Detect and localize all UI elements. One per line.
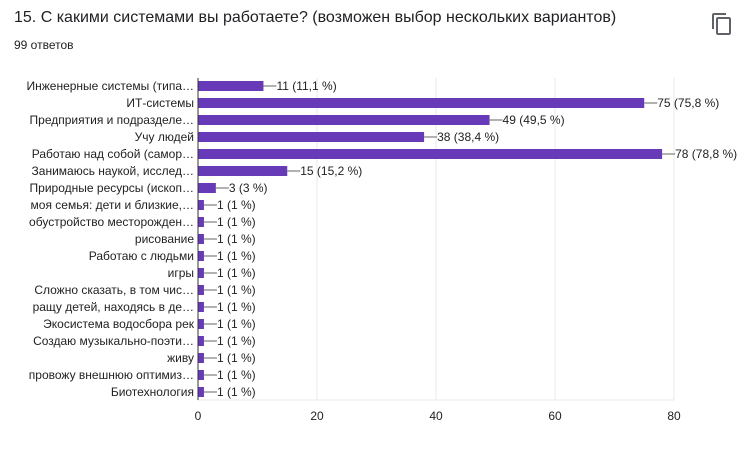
data-label: 1 (1 %) — [217, 300, 256, 314]
bar — [198, 98, 645, 108]
category-label: Занимаюсь наукой, исслед… — [32, 164, 194, 178]
category-label: Работаю над собой (самор… — [32, 147, 194, 161]
category-label: живу — [167, 351, 194, 365]
data-label: 1 (1 %) — [217, 249, 256, 263]
category-label: игры — [168, 266, 194, 280]
bar — [198, 115, 490, 125]
bar — [198, 251, 204, 261]
copy-icon[interactable] — [710, 12, 734, 36]
data-label: 3 (3 %) — [229, 181, 268, 195]
category-label: Природные ресурсы (ископ… — [30, 181, 194, 195]
x-tick-label: 20 — [310, 409, 324, 423]
data-label: 11 (11,1 %) — [276, 79, 336, 93]
data-label: 1 (1 %) — [217, 385, 256, 399]
category-label: Инженерные системы (типа… — [26, 79, 194, 93]
bar — [198, 387, 204, 397]
category-label: Экосистема водосбора рек — [43, 317, 195, 331]
x-tick-label: 60 — [548, 409, 562, 423]
category-label: Сложно сказать, в том чис… — [34, 283, 194, 297]
bar — [198, 268, 204, 278]
category-label: моя семья: дети и близкие,… — [31, 198, 194, 212]
bar — [198, 200, 204, 210]
data-label: 38 (38,4 %) — [437, 130, 499, 144]
data-label: 15 (15,2 %) — [300, 164, 362, 178]
data-label: 78 (78,8 %) — [675, 147, 737, 161]
category-label: обустройство месторожден… — [29, 215, 194, 229]
category-label: Предприятия и подразделе… — [30, 113, 194, 127]
category-label: провожу внешнюю оптимиз… — [29, 368, 194, 382]
bar — [198, 234, 204, 244]
category-label: рисование — [135, 232, 194, 246]
x-tick-label: 80 — [667, 409, 681, 423]
response-count: 99 ответов — [14, 38, 74, 52]
data-label: 1 (1 %) — [217, 198, 256, 212]
bar — [198, 166, 288, 176]
bar — [198, 285, 204, 295]
category-label: Создаю музыкально-поэти… — [33, 334, 194, 348]
data-label: 49 (49,5 %) — [503, 113, 565, 127]
bar — [198, 183, 216, 193]
bar — [198, 217, 204, 227]
bar — [198, 132, 425, 142]
data-label: 1 (1 %) — [217, 215, 256, 229]
data-label: 1 (1 %) — [217, 232, 256, 246]
category-label: Работаю с людьми — [89, 249, 194, 263]
bar — [198, 336, 204, 346]
x-tick-label: 40 — [429, 409, 443, 423]
bar — [198, 370, 204, 380]
question-title: 15. С какими системами вы работаете? (во… — [14, 9, 617, 26]
x-tick-label: 0 — [195, 409, 202, 423]
bar — [198, 149, 663, 159]
data-label: 75 (75,8 %) — [657, 96, 719, 110]
data-label: 1 (1 %) — [217, 283, 256, 297]
data-label: 1 (1 %) — [217, 317, 256, 331]
category-label: ИТ-системы — [126, 96, 194, 110]
category-label: Биотехнология — [111, 385, 194, 399]
data-label: 1 (1 %) — [217, 368, 256, 382]
data-label: 1 (1 %) — [217, 351, 256, 365]
data-label: 1 (1 %) — [217, 266, 256, 280]
bar — [198, 302, 204, 312]
bar — [198, 319, 204, 329]
bar — [198, 353, 204, 363]
category-label: Учу людей — [135, 130, 194, 144]
bar — [198, 81, 264, 91]
category-label: ращу детей, находясь в де… — [33, 300, 194, 314]
data-label: 1 (1 %) — [217, 334, 256, 348]
